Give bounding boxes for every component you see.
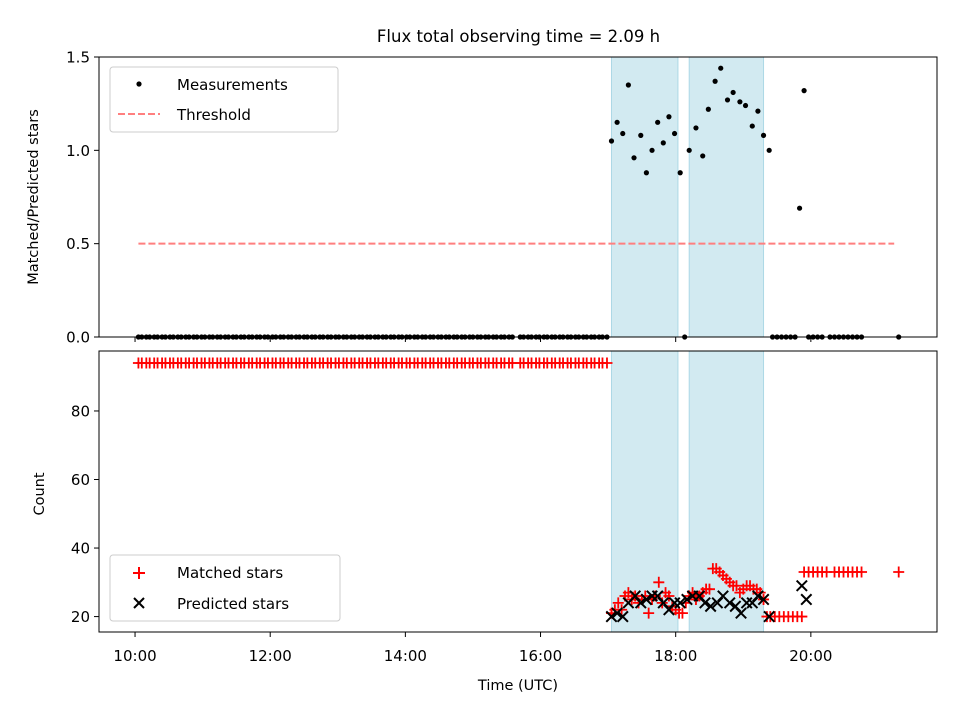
x-tick-label: 20:00: [789, 647, 832, 665]
matched-star-point: [601, 357, 613, 369]
measurement-point: [649, 147, 655, 153]
legend-threshold-label: Threshold: [176, 106, 251, 124]
measurement-point: [749, 123, 755, 129]
matched-star-point: [643, 607, 655, 619]
measurement-point: [724, 97, 731, 103]
predicted-star-point: [605, 610, 618, 623]
bottom-x-ticks: 10:00 12:00 14:00 16:00 18:00 20:00: [113, 632, 832, 665]
measurement-point: [686, 147, 692, 153]
top-y-axis-label: Matched/Predicted stars: [26, 109, 42, 285]
legend-measurements-marker: [136, 81, 142, 87]
predicted-star-point: [763, 610, 776, 623]
matched-star-point: [856, 566, 868, 578]
observing-interval-band: [610, 350, 679, 633]
measurement-point: [638, 132, 644, 138]
predicted-star-point: [752, 590, 764, 602]
predicted-star-point: [795, 579, 808, 592]
y-tick-label: 40: [71, 540, 90, 558]
predicted-star-point: [681, 593, 693, 606]
predicted-star-point: [640, 593, 653, 606]
measurement-point: [712, 78, 718, 84]
measurement-point: [608, 138, 615, 144]
legend-matched-label: Matched stars: [177, 564, 283, 582]
legend-measurements-label: Measurements: [177, 76, 288, 94]
observing-interval-band: [688, 56, 765, 338]
matched-star-point: [796, 611, 808, 623]
matched-star-point: [653, 576, 665, 588]
matched-star-point: [703, 583, 715, 595]
predicted-star-point: [699, 596, 711, 609]
count-points: [132, 357, 905, 623]
predicted-star-point: [735, 607, 747, 620]
measurement-point: [730, 89, 736, 96]
x-tick-label: 12:00: [249, 647, 292, 665]
top-axes-frame: [98, 56, 938, 338]
measurement-point: [655, 119, 661, 125]
measurement-point: [660, 140, 666, 146]
measurement-point: [614, 119, 620, 125]
measurement-point: [666, 114, 672, 120]
y-tick-label: 60: [71, 471, 90, 489]
predicted-star-point: [723, 596, 736, 609]
predicted-star-point: [674, 596, 687, 609]
measurement-point: [671, 130, 678, 137]
top-x-ticks: [134, 337, 812, 342]
measurement-point: [718, 65, 724, 71]
matched-star-point: [612, 597, 624, 609]
measurement-point: [755, 108, 761, 114]
y-tick-label: 80: [71, 402, 90, 420]
x-tick-label: 18:00: [654, 647, 697, 665]
predicted-star-point: [616, 610, 629, 623]
measurement-point: [801, 88, 807, 94]
top-legend-box: [109, 66, 339, 133]
legend-predicted-label: Predicted stars: [177, 595, 289, 613]
measurement-point: [677, 170, 683, 176]
bottom-y-axis-label: Count: [32, 472, 48, 515]
x-tick-label: 16:00: [519, 647, 562, 665]
measurement-point: [625, 82, 631, 88]
y-tick-label: 0.0: [66, 329, 90, 347]
predicted-star-point: [704, 600, 717, 613]
legend-matched-marker: [133, 567, 145, 579]
x-tick-label: 10:00: [113, 647, 156, 665]
matched-star-point: [676, 607, 688, 619]
ratio-panel: 0.0 0.5 1.0 1.5 Matched/Predicted stars Mea…: [26, 49, 938, 347]
y-tick-label: 0.5: [66, 235, 90, 253]
bottom-axes-frame: [98, 350, 938, 633]
matched-star-point: [893, 566, 905, 578]
y-tick-label: 1.0: [66, 142, 90, 160]
measurement-point: [705, 106, 711, 112]
predicted-star-point: [611, 607, 624, 620]
matched-star-point: [663, 590, 675, 602]
bottom-y-ticks: 20 40 60 80: [71, 402, 99, 626]
measurement-point: [766, 147, 772, 153]
observing-interval-band: [610, 56, 679, 338]
measurement-point: [620, 130, 626, 137]
measurement-point: [796, 205, 803, 211]
figure-title: Flux total observing time = 2.09 h: [377, 27, 660, 46]
matched-star-point: [731, 580, 743, 592]
x-tick-label: 14:00: [384, 647, 427, 665]
predicted-star-point: [757, 593, 770, 606]
measurement-point: [693, 125, 699, 131]
legend-predicted-marker: [133, 597, 145, 609]
measurement-point: [700, 153, 706, 159]
measurement-point: [631, 155, 637, 161]
bottom-legend: Matched stars Predicted stars: [109, 554, 341, 622]
top-legend: Measurements Threshold: [109, 66, 339, 133]
top-y-ticks: 0.0 0.5 1.0 1.5: [66, 49, 99, 347]
predicted-star-point: [634, 596, 647, 609]
measurement-point: [737, 99, 743, 105]
y-tick-label: 20: [71, 608, 90, 626]
y-tick-label: 1.5: [66, 49, 90, 67]
top-shaded-intervals: [610, 56, 765, 338]
measurement-point: [742, 102, 749, 109]
measurement-point: [760, 132, 767, 138]
x-axis-label: Time (UTC): [477, 678, 558, 694]
measurement-point: [643, 170, 650, 176]
bottom-legend-box: [109, 554, 341, 622]
predicted-star-point: [800, 593, 813, 606]
